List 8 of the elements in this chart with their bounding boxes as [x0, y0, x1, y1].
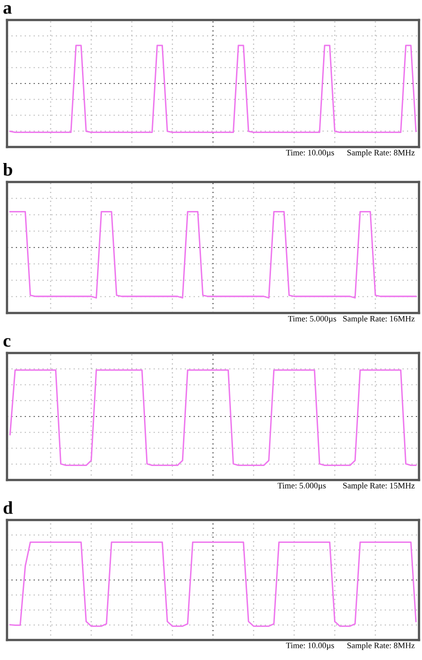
chart-title: a: [3, 5, 12, 14]
text: Time: 5.000µs Sample Rate: 16MHz: [288, 316, 415, 324]
chart-title: b: [3, 163, 12, 176]
text: Time: 10.00µs Sample Rate: 8MHz: [286, 150, 415, 158]
chart-title: c: [4, 338, 10, 347]
text: Time: 10.00µs Sample Rate: 8MHz: [286, 642, 415, 650]
chart-title: d: [4, 501, 13, 514]
text: Time: 5.000µs Sample Rate: 15MHz: [278, 482, 415, 490]
